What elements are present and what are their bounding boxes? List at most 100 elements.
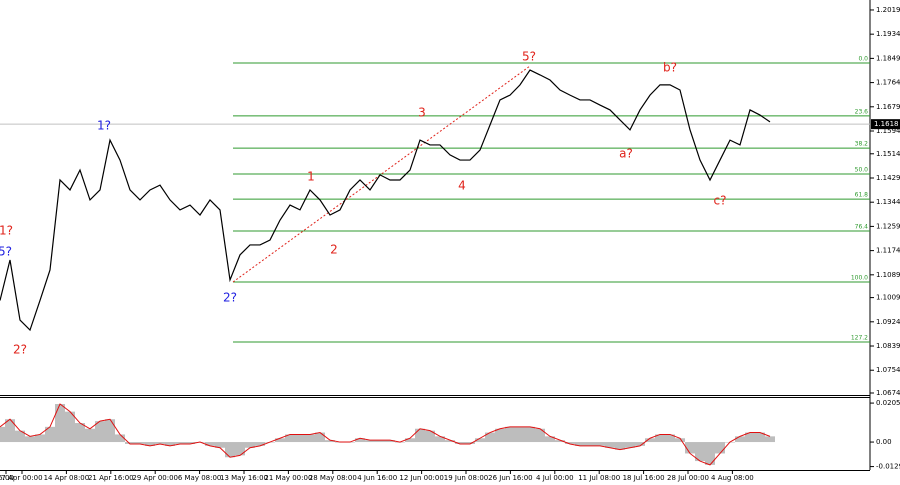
x-tick-label: 4 Jul 00:00	[536, 474, 574, 482]
x-tick-label: 7 Apr 00:00	[1, 474, 42, 482]
oscillator-bar	[655, 434, 665, 443]
x-tick-label: 12 Jun 00:00	[399, 474, 443, 482]
oscillator-bar	[695, 442, 705, 462]
wave-label: 1?	[0, 224, 13, 238]
oscillator-bar	[165, 442, 175, 446]
oscillator-bar	[415, 428, 425, 443]
oscillator-bar	[145, 442, 155, 446]
oscillator-bar	[95, 421, 105, 443]
x-tick-label: 21 May 00:00	[264, 474, 312, 482]
oscillator-bar	[55, 404, 65, 443]
fib-label: 127.2	[851, 335, 868, 342]
x-tick-label: 6 May 08:00	[178, 474, 222, 482]
oscillator-bar	[285, 434, 295, 443]
y-tick-label: 1.0674	[876, 389, 900, 397]
y-tick-label: 1.1764	[876, 79, 900, 87]
fib-label: 23.6	[855, 108, 869, 115]
oscillator-bar	[325, 440, 335, 443]
oscillator-bar	[375, 440, 385, 443]
y-tick-label: 1.1174	[876, 247, 900, 255]
oscillator-bar	[575, 442, 585, 446]
y-tick-label: 1.1849	[876, 54, 900, 62]
oscillator-bar	[625, 442, 635, 448]
x-tick-label: 4 Aug 08:00	[711, 474, 754, 482]
oscillator-bar	[115, 434, 125, 443]
oscillator-bar	[255, 442, 265, 446]
oscillator-bar	[85, 428, 95, 443]
y-tick-label: 1.1089	[876, 271, 900, 279]
wave-label: a?	[619, 147, 633, 161]
y-tick-label: 0.0205	[876, 399, 900, 407]
oscillator-signal	[0, 403, 771, 466]
oscillator-bar	[45, 426, 55, 443]
oscillator-bar	[755, 432, 765, 443]
fib-label: 0.0	[858, 55, 868, 62]
oscillator-bar	[385, 440, 395, 443]
x-tick-label: 6:00	[0, 474, 14, 482]
x-tick-label: 14 Apr 08:00	[44, 474, 90, 482]
oscillator-bar	[605, 442, 615, 448]
oscillator-bar	[105, 419, 115, 443]
fib-label: 38.2	[855, 141, 869, 148]
oscillator-bar	[745, 432, 755, 443]
wave-label: 2?	[13, 343, 27, 357]
wave-label: 5?	[0, 245, 12, 259]
oscillator-bar	[595, 442, 605, 446]
x-tick-label: 19 Jun 08:00	[444, 474, 488, 482]
wave-label: c?	[714, 194, 727, 208]
fib-label: 100.0	[851, 274, 868, 281]
y-tick-label: 1.1679	[876, 103, 900, 111]
y-tick-label: 1.0924	[876, 318, 900, 326]
oscillator-bar	[635, 442, 645, 446]
oscillator-bar	[515, 426, 525, 443]
y-tick-label: 1.1259	[876, 222, 900, 230]
wave-label: 5?	[522, 50, 536, 64]
oscillator-bar	[455, 442, 465, 444]
oscillator-bar	[485, 432, 495, 443]
current-price-label: 1.1618	[874, 120, 899, 128]
x-tick-label: 11 Jul 08:00	[578, 474, 620, 482]
y-tick-label: 0.00	[876, 438, 892, 446]
oscillator-bar	[155, 442, 165, 444]
y-tick-label: 1.2019	[876, 6, 900, 14]
oscillator-bar	[75, 423, 85, 443]
x-tick-label: 13 May 16:00	[220, 474, 268, 482]
oscillator-bar	[425, 430, 435, 443]
x-tick-label: 18 Jul 16:00	[623, 474, 665, 482]
x-tick-label: 29 Apr 00:00	[132, 474, 178, 482]
price-line	[0, 69, 771, 332]
oscillator-bar	[355, 438, 365, 443]
oscillator-bar	[495, 428, 505, 443]
oscillator-bar	[615, 442, 625, 450]
y-tick-label: 1.1934	[876, 30, 900, 38]
oscillator-bar	[35, 434, 45, 443]
wave-label: b?	[663, 61, 677, 75]
wave-label: 4	[458, 179, 466, 193]
oscillator-bar	[65, 411, 75, 443]
oscillator-bar	[215, 442, 225, 448]
oscillator-bar	[565, 442, 575, 444]
y-tick-label: 1.0839	[876, 342, 900, 350]
x-tick-label: 26 Jun 16:00	[488, 474, 532, 482]
oscillator-bar	[445, 440, 455, 443]
oscillator-bar	[235, 442, 245, 456]
wave-label: 2	[330, 243, 338, 257]
oscillator-bar	[505, 426, 515, 443]
oscillator-bar	[225, 442, 235, 458]
oscillator-bar	[405, 438, 415, 443]
wave-label: 3	[418, 106, 426, 120]
oscillator-bar	[645, 438, 655, 443]
oscillator-bar	[245, 442, 255, 448]
oscillator-bar	[535, 428, 545, 443]
oscillator-bar	[675, 438, 685, 443]
oscillator-bar	[5, 419, 15, 443]
oscillator-bar	[125, 442, 135, 444]
oscillator-bar	[275, 438, 285, 443]
x-tick-label: 21 Apr 16:00	[88, 474, 134, 482]
oscillator-bar	[705, 442, 715, 465]
oscillator-bar	[715, 442, 725, 454]
oscillator-bar	[175, 442, 185, 444]
x-tick-label: 4 Jun 16:00	[357, 474, 397, 482]
current-price-box	[871, 119, 900, 130]
